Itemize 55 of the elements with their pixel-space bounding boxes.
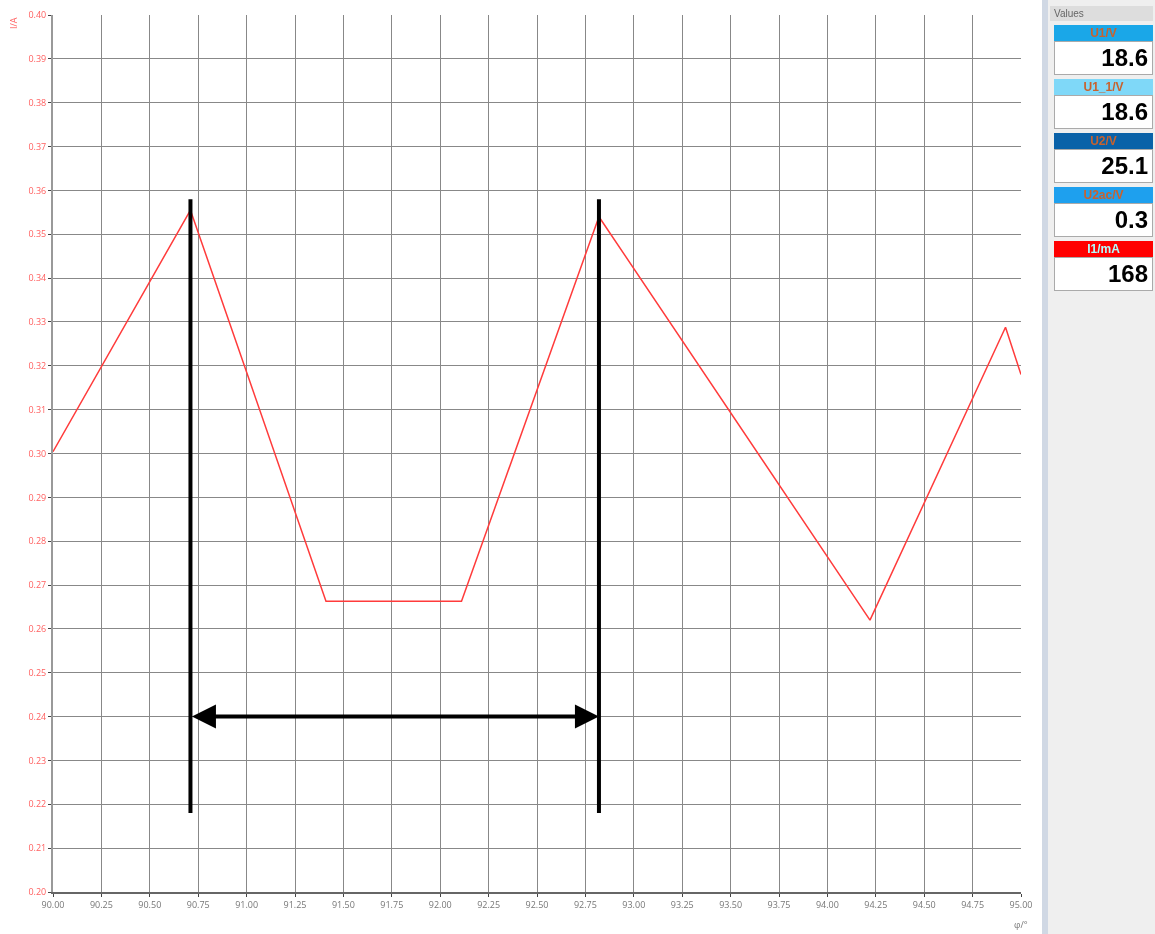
x-tick-label: 93.25 bbox=[670, 897, 694, 911]
y-tick-label: 0.23 bbox=[28, 753, 47, 767]
x-tick-label: 92.25 bbox=[477, 897, 501, 911]
x-tick-label: 90.00 bbox=[41, 897, 65, 911]
text: I1/mA bbox=[1054, 241, 1153, 257]
x-tick-label: 91.50 bbox=[331, 897, 355, 911]
y-tick-label: 0.33 bbox=[28, 315, 47, 329]
x-tick-label: 93.00 bbox=[622, 897, 646, 911]
x-tick-label: 92.75 bbox=[573, 897, 597, 911]
x-tick-label: 94.50 bbox=[912, 897, 936, 911]
y-tick-label: 0.30 bbox=[28, 446, 47, 460]
x-tick-label: 90.25 bbox=[89, 897, 113, 911]
x-tick-label: 92.00 bbox=[428, 897, 452, 911]
x-tick-label: 94.75 bbox=[961, 897, 985, 911]
x-axis-title: φ/° bbox=[1014, 918, 1028, 931]
y-tick-label: 0.21 bbox=[28, 841, 47, 855]
y-tick-label: 0.40 bbox=[28, 8, 47, 22]
x-tick-label: 94.25 bbox=[864, 897, 888, 911]
x-tick-label: 90.75 bbox=[186, 897, 210, 911]
text: 25.1 bbox=[1054, 149, 1153, 183]
y-tick-label: 0.24 bbox=[28, 709, 47, 723]
y-tick-label: 0.38 bbox=[28, 95, 47, 109]
y-tick-label: 0.34 bbox=[28, 271, 47, 285]
x-tick-label: 90.50 bbox=[138, 897, 162, 911]
text: 0.3 bbox=[1054, 203, 1153, 237]
x-tick-label: 94.00 bbox=[815, 897, 839, 911]
text: 168 bbox=[1054, 257, 1153, 291]
text: 18.6 bbox=[1054, 41, 1153, 75]
text: U2ac/V bbox=[1054, 187, 1153, 203]
y-tick-label: 0.29 bbox=[28, 490, 47, 504]
x-tick-label: 95.00 bbox=[1009, 897, 1033, 911]
y-tick-label: 0.26 bbox=[28, 622, 47, 636]
x-tick-label: 93.50 bbox=[719, 897, 743, 911]
text: U1/V bbox=[1054, 25, 1153, 41]
y-tick-label: 0.20 bbox=[28, 885, 47, 899]
y-tick-label: 0.39 bbox=[28, 52, 47, 65]
y-tick-label: 0.25 bbox=[28, 665, 47, 679]
x-tick-label: 91.00 bbox=[235, 897, 259, 911]
y-tick-label: 0.27 bbox=[28, 578, 47, 592]
x-tick-label: 91.25 bbox=[283, 897, 307, 911]
text: 18.6 bbox=[1054, 95, 1153, 129]
y-tick-label: 0.28 bbox=[28, 534, 47, 548]
x-tick-label: 91.75 bbox=[380, 897, 404, 911]
y-tick-label: 0.22 bbox=[28, 797, 47, 811]
text: U1_1/V bbox=[1054, 79, 1153, 95]
x-tick-label: 93.75 bbox=[767, 897, 791, 911]
y-tick-label: 0.35 bbox=[28, 227, 47, 241]
y-tick-label: 0.31 bbox=[28, 402, 47, 416]
y-tick-label: 0.32 bbox=[28, 358, 47, 372]
text: Values bbox=[1050, 6, 1153, 21]
x-tick-label: 92.50 bbox=[525, 897, 549, 911]
y-tick-label: 0.37 bbox=[28, 139, 47, 153]
y-axis-title: I/A bbox=[7, 17, 20, 29]
text: U2/V bbox=[1054, 133, 1153, 149]
y-tick-label: 0.36 bbox=[28, 183, 47, 197]
